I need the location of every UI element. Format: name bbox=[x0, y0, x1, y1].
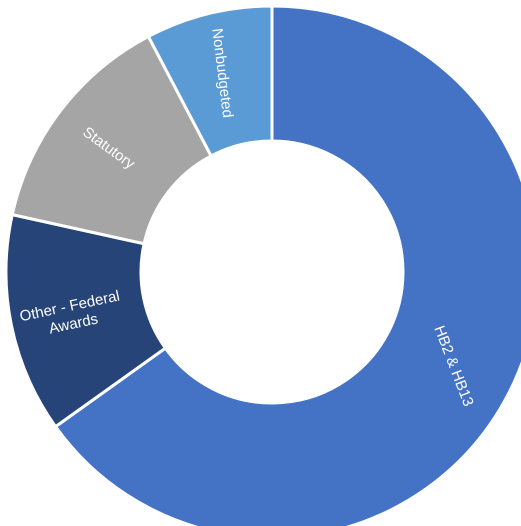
donut-slices bbox=[4, 4, 521, 526]
slice-statutory bbox=[10, 34, 214, 246]
slice-other-federal-awards bbox=[4, 212, 168, 429]
slice-nonbudgeted bbox=[146, 4, 274, 159]
slice-hb2-hb13 bbox=[53, 4, 521, 526]
